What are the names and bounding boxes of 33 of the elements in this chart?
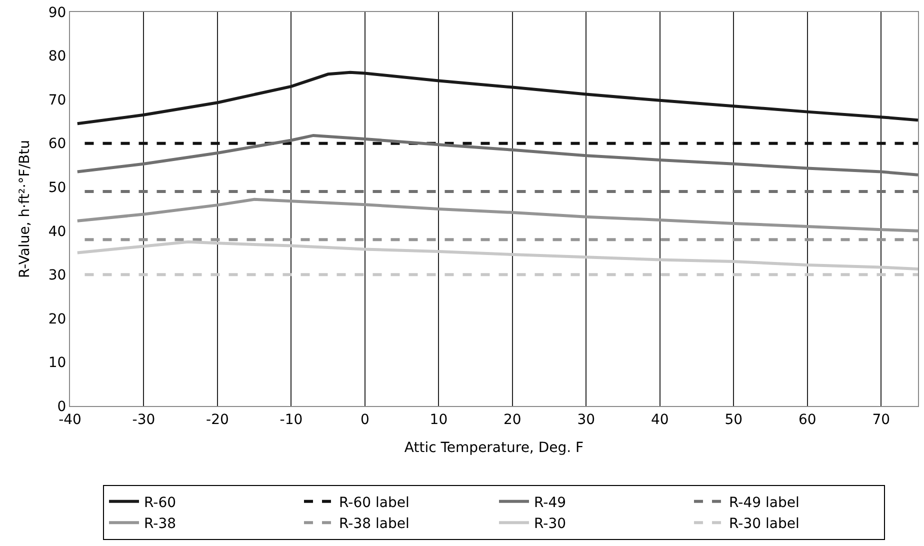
x-tick-label: 60 — [798, 412, 816, 428]
y-tick-label: 40 — [48, 224, 66, 240]
x-tick-label: -20 — [206, 412, 229, 428]
x-tick-label: 30 — [577, 412, 596, 428]
line-series — [76, 198, 918, 232]
legend-label: R-49 — [534, 494, 566, 511]
legend-label: R-60 label — [339, 494, 410, 511]
y-tick-label: 20 — [48, 311, 66, 328]
legend-label: R-38 — [144, 516, 176, 532]
y-tick-label: 70 — [48, 92, 66, 108]
x-axis-title: Attic Temperature, Deg. F — [404, 440, 584, 456]
x-tick-label: 70 — [872, 412, 890, 428]
x-tick-label: -10 — [280, 412, 303, 428]
x-tick-label: -30 — [132, 412, 156, 428]
legend-label: R-38 label — [339, 516, 410, 532]
y-tick-label: 90 — [48, 4, 66, 21]
x-tick-label: 0 — [360, 412, 370, 428]
legend-label: R-30 label — [729, 516, 800, 532]
line-series — [76, 134, 918, 176]
y-tick-label: 60 — [48, 136, 66, 152]
legend-label: R-30 — [534, 516, 566, 532]
y-tick-label: 10 — [48, 355, 66, 372]
x-tick-label: 10 — [430, 412, 448, 428]
legend-label: R-49 label — [729, 494, 800, 511]
line-series — [76, 240, 918, 270]
legend-label: R-60 — [144, 494, 176, 511]
y-tick-label: 50 — [48, 180, 66, 196]
y-axis-title: R-Value, h·ft²·°F/Btu — [16, 140, 33, 278]
y-tick-label: 30 — [48, 268, 66, 284]
y-tick-label: 80 — [48, 48, 66, 65]
x-tick-label: 50 — [724, 412, 743, 428]
x-tick-label: 20 — [504, 412, 522, 428]
x-tick-label: 40 — [650, 412, 669, 428]
